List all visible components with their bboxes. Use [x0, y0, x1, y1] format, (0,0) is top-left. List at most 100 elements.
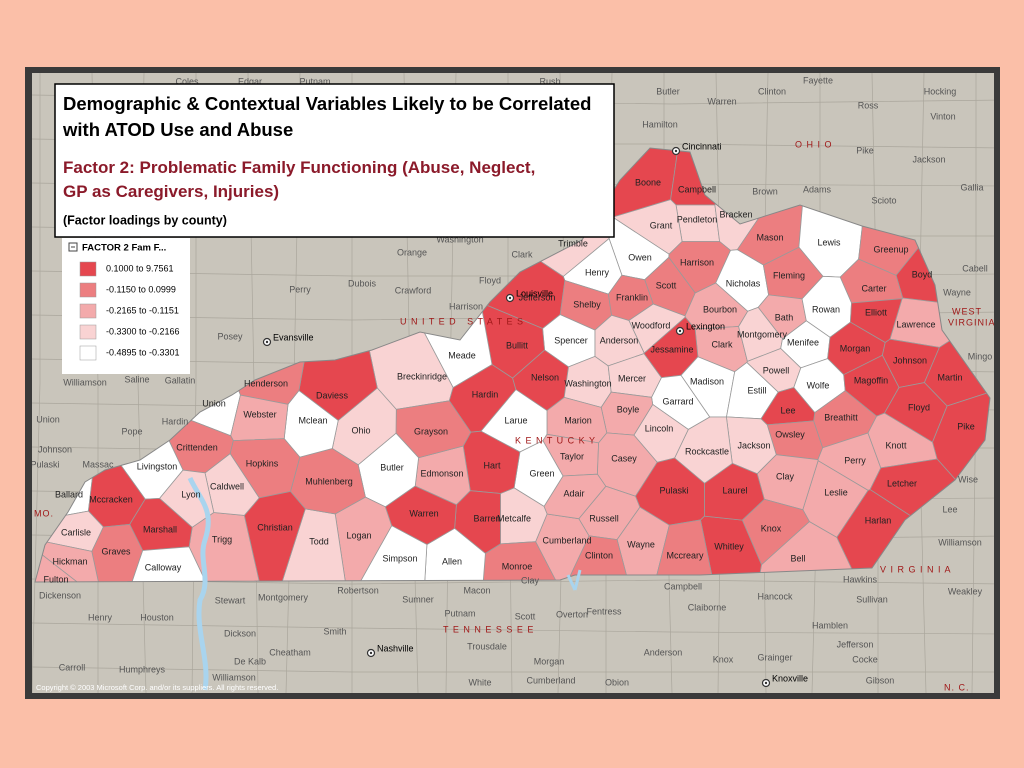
place-label: White: [468, 677, 491, 687]
place-label: Carroll: [59, 662, 86, 672]
county-label: Boyle: [617, 404, 640, 414]
state-label: VIRGINIA: [948, 317, 996, 327]
county-label: Magoffin: [854, 375, 888, 385]
county-label: Taylor: [560, 451, 584, 461]
state-label: U N I T E D S T A T E S: [400, 316, 524, 326]
note: (Factor loadings by county): [63, 213, 227, 227]
state-label: O H I O: [795, 139, 833, 149]
county-label: Whitley: [714, 541, 744, 551]
place-label: Brown: [752, 186, 778, 196]
city-marker: [265, 340, 269, 344]
county-label: Lee: [780, 405, 795, 415]
county-label: Marion: [564, 415, 592, 425]
county-label: Washington: [564, 378, 611, 388]
county-label: Union: [202, 398, 226, 408]
county-label: Daviess: [316, 390, 349, 400]
city-marker: [369, 651, 373, 655]
county-label: Johnson: [893, 355, 927, 365]
county-label: Grayson: [414, 426, 448, 436]
county-label: Boone: [635, 177, 661, 187]
place-label: Ross: [858, 100, 879, 110]
county-label: Wayne: [627, 539, 655, 549]
county-label: Morgan: [840, 343, 871, 353]
county-label: Ballard: [55, 489, 83, 499]
place-label: Morgan: [534, 656, 565, 666]
place-label: Johnson: [38, 444, 72, 454]
city-marker: [508, 296, 512, 300]
place-label: Rush: [539, 76, 560, 86]
county-label: Russell: [589, 513, 619, 523]
place-label: Saline: [124, 374, 149, 384]
place-label: Floyd: [479, 275, 501, 285]
place-label: Pulaski: [30, 459, 59, 469]
county-label: Metcalfe: [497, 513, 531, 523]
title-panel: [54, 83, 615, 238]
place-label: Jefferson: [837, 639, 874, 649]
county-label: Boyd: [912, 269, 933, 279]
county-label: Breathitt: [824, 412, 858, 422]
county-label: Fulton: [43, 574, 68, 584]
state-label: V I R G I N I A: [880, 564, 952, 574]
city-marker: [678, 329, 682, 333]
legend-swatch: [79, 345, 97, 361]
county-label: Lewis: [817, 237, 841, 247]
county-label: Lincoln: [645, 423, 674, 433]
legend-swatch: [79, 282, 97, 298]
county-label: Trigg: [212, 534, 232, 544]
city-label: Nashville: [377, 643, 414, 653]
county-label: Pulaski: [659, 485, 688, 495]
county-label: Powell: [763, 365, 790, 375]
place-label: Adams: [803, 184, 832, 194]
county-label: Todd: [309, 536, 329, 546]
title: Demographic & Contextual Variables Likel…: [62, 93, 591, 140]
place-label: Knox: [713, 654, 734, 664]
place-label: Dickenson: [39, 590, 81, 600]
county-label: Webster: [243, 409, 276, 419]
place-label: Fayette: [803, 75, 833, 85]
place-label: Hancock: [757, 591, 793, 601]
place-label: Harrison: [449, 301, 483, 311]
county-label: Bourbon: [703, 304, 737, 314]
place-label: Orange: [397, 247, 427, 257]
county-label: Letcher: [887, 478, 917, 488]
county-label: Jessamine: [650, 344, 693, 354]
place-label: Henry: [88, 612, 113, 622]
place-label: Cocke: [852, 654, 878, 664]
county-label: Christian: [257, 522, 293, 532]
county-label: Mercer: [618, 373, 646, 383]
place-label: Humphreys: [119, 664, 166, 674]
county-label: Henry: [585, 267, 610, 277]
place-label: Montgomery: [258, 592, 309, 602]
lake: [187, 476, 211, 691]
county-label: Floyd: [908, 402, 930, 412]
county-label: Greenup: [873, 244, 908, 254]
county-label: Carter: [861, 283, 886, 293]
place-label: Cheatham: [269, 647, 311, 657]
place-label: Hardin: [162, 416, 189, 426]
legend-label: -0.1150 to 0.0999: [106, 284, 176, 294]
county-label: Cumberland: [542, 535, 591, 545]
county: [125, 546, 215, 582]
county-label: Henderson: [244, 378, 288, 388]
county-label: Scott: [656, 280, 677, 290]
county-label: Marshall: [143, 524, 177, 534]
copyright: Copyright © 2003 Microsoft Corp. and/or …: [36, 683, 278, 692]
county-label: Laurel: [722, 485, 747, 495]
legend-swatch: [79, 261, 97, 277]
county-label: Calloway: [145, 562, 182, 572]
county-label: Leslie: [824, 487, 848, 497]
neighbor-line: [32, 622, 994, 635]
legend-label: -0.2165 to -0.1151: [106, 305, 179, 315]
city-marker: [764, 681, 768, 685]
place-label: Williamson: [212, 672, 256, 682]
county-label: Mason: [756, 232, 783, 242]
county-label: Green: [529, 468, 554, 478]
county-label: Hickman: [52, 556, 87, 566]
legend-label: 0.1000 to 9.7561: [106, 263, 174, 273]
county-label: Knox: [761, 523, 782, 533]
county-label: Owen: [628, 252, 652, 262]
place-label: Williamson: [63, 377, 107, 387]
lake: [566, 569, 582, 591]
place-label: Cabell: [962, 263, 988, 273]
legend-label: -0.3300 to -0.2166: [106, 326, 180, 336]
